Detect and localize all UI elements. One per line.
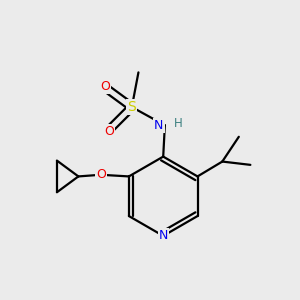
Text: O: O [96, 168, 106, 181]
Text: N: N [154, 119, 164, 132]
Text: N: N [158, 230, 168, 242]
Text: S: S [128, 100, 136, 114]
Text: O: O [100, 80, 110, 93]
Text: O: O [104, 125, 114, 138]
Text: H: H [174, 117, 182, 130]
